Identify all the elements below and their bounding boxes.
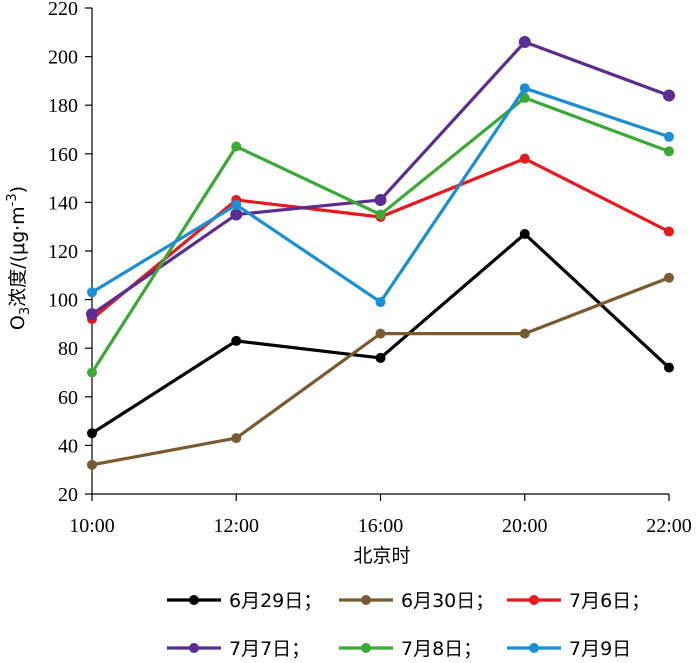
data-point	[519, 153, 530, 164]
y-tick-label: 100	[48, 290, 78, 312]
y-tick-label: 20	[58, 484, 78, 506]
legend-swatch-marker	[189, 643, 199, 653]
legend-item: 6月30日；	[339, 590, 494, 612]
legend-item: 6月29日；	[167, 590, 322, 612]
legend-label: 7月6日；	[569, 590, 650, 612]
y-tick-label: 160	[48, 144, 78, 166]
x-axis-title: 北京时	[353, 545, 410, 567]
legend-swatch-marker	[361, 643, 371, 653]
legend-label: 7月9日	[569, 638, 631, 660]
y-axis-title: O3浓度/(μg·m-3)	[5, 186, 33, 330]
axes: 20 40 60 80 100 120 140 160 180 200 220 10:00 12:00 1…	[48, 0, 692, 537]
data-point	[231, 141, 242, 152]
y-tick-label: 200	[48, 47, 78, 69]
data-point	[519, 228, 530, 239]
data-point	[375, 328, 386, 339]
legend-swatch-marker	[529, 643, 539, 653]
legend-item: 7月7日；	[167, 638, 310, 660]
legend-label: 7月8日；	[401, 638, 482, 660]
x-tick-label: 12:00	[213, 515, 259, 537]
y-tick-label: 120	[48, 241, 78, 263]
data-point	[664, 226, 674, 237]
data-point	[230, 208, 243, 221]
legend-item: 7月9日	[507, 638, 631, 660]
data-point	[231, 199, 242, 210]
series-line	[91, 40, 670, 316]
legend-swatch-marker	[361, 595, 371, 605]
data-point	[87, 367, 97, 378]
data-point	[86, 308, 98, 321]
x-tick-label: 20:00	[502, 515, 548, 537]
data-point	[231, 433, 242, 444]
series-6	[87, 83, 674, 308]
series-1	[87, 228, 674, 439]
y-axis-title-main: 浓度/(μg·m	[7, 206, 29, 307]
data-point	[87, 459, 97, 470]
x-tick-label: 10:00	[69, 515, 115, 537]
data-point	[231, 335, 242, 346]
x-tick-label: 22:00	[646, 515, 692, 537]
y-axis-title-prefix: O	[7, 315, 29, 330]
data-point	[664, 131, 674, 142]
y-axis-title-superscript: -3	[5, 193, 20, 206]
data-point	[519, 83, 530, 94]
series-4	[86, 36, 675, 321]
data-point	[375, 209, 386, 220]
data-point	[518, 36, 531, 49]
data-point	[664, 146, 674, 157]
legend-label: 6月30日；	[401, 590, 494, 612]
data-point	[664, 272, 674, 283]
series-2	[87, 272, 674, 470]
legend-swatch-marker	[529, 595, 539, 605]
data-point	[519, 92, 530, 103]
y-tick-label: 80	[58, 338, 78, 360]
legend-item: 7月8日；	[339, 638, 482, 660]
y-tick-label: 40	[58, 435, 78, 457]
legend-item: 7月6日；	[507, 590, 650, 612]
data-point	[374, 193, 387, 206]
y-axis-title-suffix: )	[7, 186, 29, 193]
data-point	[663, 89, 675, 102]
series-5	[87, 92, 674, 378]
legend-swatch-marker	[189, 595, 199, 605]
legend: 6月29日； 6月30日； 7月6日； 7月7日； 7月8日； 7月9日	[167, 590, 650, 660]
y-axis-title-subscript: 3	[18, 307, 33, 315]
legend-label: 7月7日；	[229, 638, 310, 660]
data-point	[87, 428, 97, 439]
data-point	[87, 287, 97, 298]
data-point	[375, 297, 386, 308]
x-tick-label: 16:00	[358, 515, 404, 537]
series-layer	[86, 36, 675, 470]
data-point	[664, 362, 674, 373]
y-tick-label: 220	[48, 0, 78, 20]
legend-label: 6月29日；	[229, 590, 322, 612]
y-tick-label: 180	[48, 95, 78, 117]
y-tick-label: 140	[48, 192, 78, 214]
y-tick-label: 60	[58, 387, 78, 409]
data-point	[375, 352, 386, 363]
data-point	[519, 328, 530, 339]
